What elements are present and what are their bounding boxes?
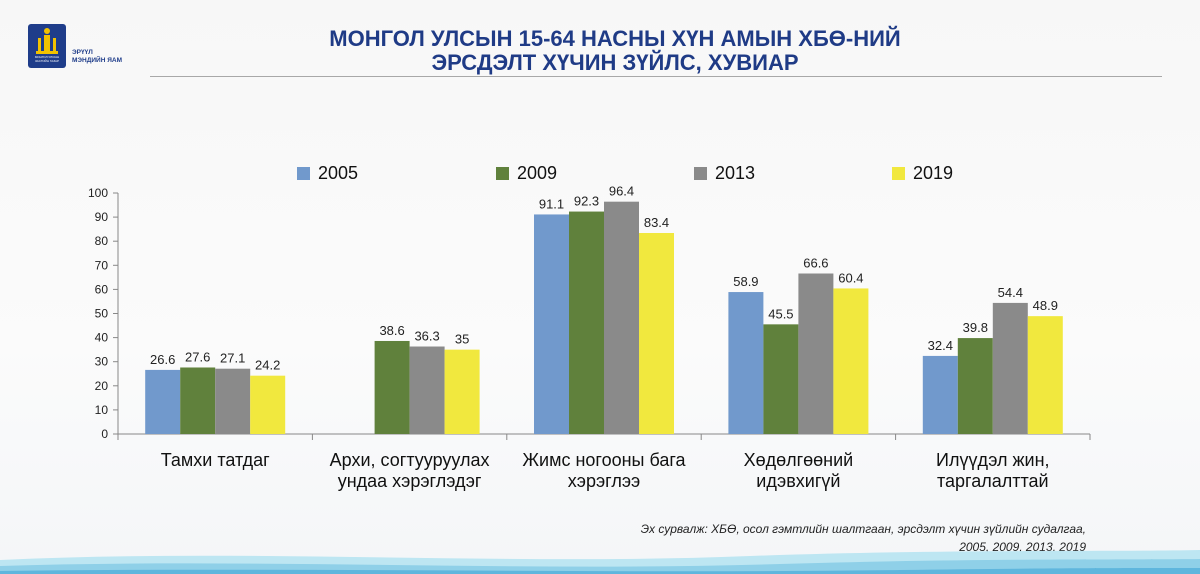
bar-2005 <box>922 355 958 434</box>
x-category-label: ундаа хэрэглэдэг <box>338 471 482 491</box>
data-label-2009: 45.5 <box>768 306 793 321</box>
x-category-label: идэвхигүй <box>756 471 840 491</box>
bar-2019 <box>444 349 480 434</box>
x-category-label: Жимс ногооны бага <box>522 450 686 470</box>
data-label-2009: 38.6 <box>379 323 404 338</box>
legend-label-2005: 2005 <box>318 163 358 183</box>
data-label-2013: 27.1 <box>220 351 245 366</box>
bar-2019 <box>833 288 869 434</box>
bar-2019 <box>639 233 674 434</box>
page-title-line2: ЭРСДЭЛТ ХҮЧИН ЗҮЙЛС, ХУВИАР <box>431 50 799 75</box>
data-label-2013: 66.6 <box>803 255 828 270</box>
data-label-2013: 36.3 <box>414 329 439 344</box>
legend-swatch-2013 <box>694 167 707 180</box>
y-tick-label: 60 <box>95 282 109 296</box>
data-label-2019: 35 <box>455 332 469 347</box>
data-label-2013: 54.4 <box>998 285 1023 300</box>
legend-label-2019: 2019 <box>913 163 953 183</box>
data-label-2009: 27.6 <box>185 349 210 364</box>
y-tick-label: 20 <box>95 379 109 393</box>
data-label-2019: 48.9 <box>1033 298 1058 313</box>
x-category-label: Архи, согтууруулах <box>330 450 490 470</box>
y-tick-label: 50 <box>95 307 109 321</box>
logo-name: ЭРҮҮЛ МЭНДИЙН ЯАМ <box>72 49 122 64</box>
x-category-label: Тамхи татдаг <box>161 450 270 470</box>
bar-2013 <box>604 201 639 434</box>
bar-2013 <box>798 273 834 434</box>
data-label-2005: 91.1 <box>539 196 564 211</box>
emblem-icon: МОНГОЛ УЛСЫН ЗАСГИЙН ГАЗАР <box>28 24 66 68</box>
data-label-2009: 39.8 <box>963 320 988 335</box>
x-category-label: Хөдөлгөөний <box>744 450 854 470</box>
bar-2005 <box>728 292 764 434</box>
y-tick-label: 0 <box>101 427 108 441</box>
bar-2013 <box>215 368 251 434</box>
bar-2009 <box>957 338 993 434</box>
source-note: Эх сурвалж: ХБӨ, осол гэмтлийн шалтгаан,… <box>640 522 1086 554</box>
legend-label-2009: 2009 <box>517 163 557 183</box>
legend-swatch-2019 <box>892 167 905 180</box>
x-category-label: хэрэглээ <box>568 471 640 491</box>
x-category-label: Илүүдэл жин, <box>936 450 1049 470</box>
y-tick-label: 80 <box>95 234 109 248</box>
data-label-2013: 96.4 <box>609 184 634 199</box>
data-label-2005: 26.6 <box>150 352 175 367</box>
legend-swatch-2005 <box>297 167 310 180</box>
y-tick-label: 90 <box>95 210 109 224</box>
data-label-2005: 58.9 <box>733 274 758 289</box>
logo-small-text: МОНГОЛ УЛСЫН ЗАСГИЙН ГАЗАР <box>34 55 60 63</box>
y-tick-label: 70 <box>95 258 109 272</box>
ministry-logo: МОНГОЛ УЛСЫН ЗАСГИЙН ГАЗАР ЭРҮҮЛ МЭНДИЙН… <box>28 24 148 72</box>
bar-2009 <box>763 324 799 434</box>
bar-2009 <box>569 211 604 434</box>
data-label-2019: 24.2 <box>255 358 280 373</box>
bar-2009 <box>374 340 410 434</box>
y-tick-label: 30 <box>95 355 109 369</box>
bar-2013 <box>992 302 1028 434</box>
bar-2013 <box>409 346 445 434</box>
bar-2019 <box>250 375 286 434</box>
data-label-2005: 32.4 <box>928 338 953 353</box>
title-divider <box>150 76 1162 77</box>
y-tick-label: 100 <box>88 186 108 200</box>
bar-2005 <box>534 214 569 434</box>
x-category-label: таргалалттай <box>937 471 1049 491</box>
data-label-2009: 92.3 <box>574 194 599 209</box>
legend-label-2013: 2013 <box>715 163 755 183</box>
data-label-2019: 83.4 <box>644 215 669 230</box>
data-label-2019: 60.4 <box>838 270 863 285</box>
page-title-line1: МОНГОЛ УЛСЫН 15-64 НАСНЫ ХҮН АМЫН ХБӨ-НИ… <box>329 26 901 51</box>
legend-swatch-2009 <box>496 167 509 180</box>
decorative-waves <box>0 550 1200 574</box>
bar-2019 <box>1027 316 1063 434</box>
y-tick-label: 40 <box>95 331 109 345</box>
bar-2009 <box>180 367 216 434</box>
bar-2005 <box>145 369 181 434</box>
y-tick-label: 10 <box>95 403 109 417</box>
